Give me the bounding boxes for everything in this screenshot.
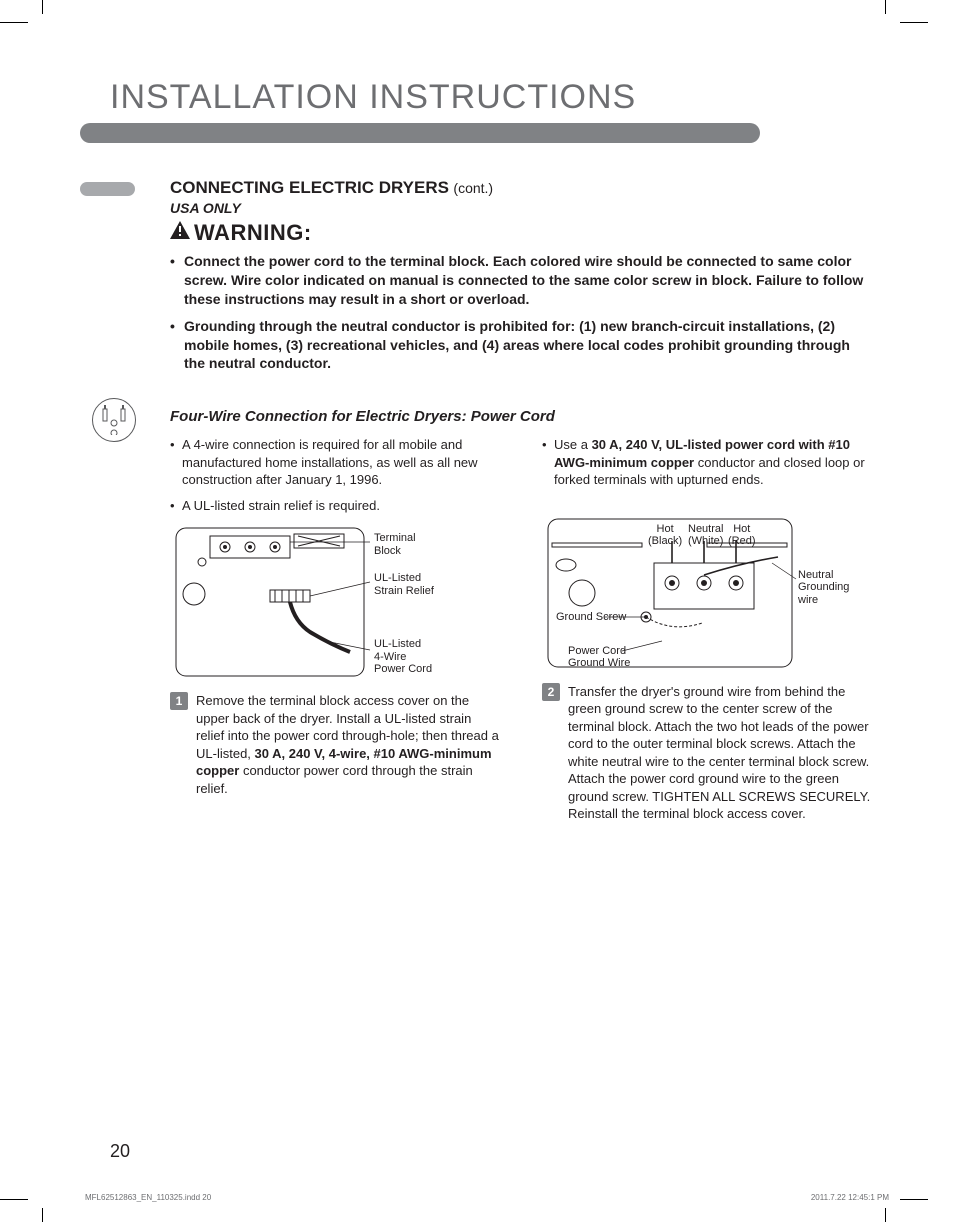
subsection-title: Four-Wire Connection for Electric Dryers…	[170, 408, 555, 425]
section-subheading: USA ONLY	[170, 200, 894, 216]
warning-icon	[170, 221, 190, 245]
step-2: 2 Transfer the dryer's ground wire from …	[542, 683, 874, 823]
step-1: 1 Remove the terminal block access cover…	[170, 692, 502, 797]
page-content: INSTALLATION INSTRUCTIONS CONNECTING ELE…	[80, 60, 894, 1162]
warning-label: WARNING:	[194, 220, 312, 246]
diagram-label: Hot (Black)	[648, 523, 682, 548]
title-accent-bar	[80, 123, 760, 143]
page-title: INSTALLATION INSTRUCTIONS	[110, 78, 894, 117]
two-column-body: A 4-wire connection is required for all …	[170, 436, 874, 823]
warning-bullet: Grounding through the neutral conductor …	[170, 317, 874, 374]
list-item: A 4-wire connection is required for all …	[170, 436, 502, 489]
warning-heading: WARNING:	[170, 220, 894, 246]
step-text: Remove the terminal block access cover o…	[196, 692, 502, 797]
diagram-label: Terminal Block	[374, 532, 416, 557]
diagram-label: Hot (Red)	[728, 523, 756, 548]
warning-bullet: Connect the power cord to the terminal b…	[170, 252, 874, 309]
diagram-label: UL-Listed 4-Wire Power Cord	[374, 638, 432, 676]
footer-filename: MFL62512863_EN_110325.indd 20	[85, 1193, 211, 1202]
section-heading-block: CONNECTING ELECTRIC DRYERS (cont.) USA O…	[170, 178, 894, 381]
diagram-1: Terminal Block UL-Listed Strain Relief U…	[170, 522, 470, 682]
diagram-label: UL-Listed Strain Relief	[374, 572, 434, 597]
col-left: A 4-wire connection is required for all …	[170, 436, 502, 823]
step-number: 1	[170, 692, 188, 710]
bullet-pre: Use a	[554, 437, 592, 452]
list-item: A UL-listed strain relief is required.	[170, 497, 502, 515]
diagram-label: Neutral Grounding wire	[798, 569, 849, 607]
step-number: 2	[542, 683, 560, 701]
plug-icon	[92, 398, 136, 442]
diagram-2: Hot (Black) Neutral (White) Hot (Red) Ne…	[542, 513, 842, 673]
section-accent-pill	[80, 182, 135, 196]
col1-bullets: A 4-wire connection is required for all …	[170, 436, 502, 514]
col-right: Use a 30 A, 240 V, UL-listed power cord …	[542, 436, 874, 823]
page-number: 20	[110, 1141, 130, 1162]
section-heading: CONNECTING ELECTRIC DRYERS	[170, 178, 449, 197]
diagram-label: Neutral (White)	[688, 523, 723, 548]
diagram-label: Ground Screw	[556, 611, 626, 624]
section-heading-cont: (cont.)	[453, 180, 493, 196]
footer-timestamp: 2011.7.22 12:45:1 PM	[811, 1193, 889, 1202]
col2-bullets: Use a 30 A, 240 V, UL-listed power cord …	[542, 436, 874, 489]
diagram-label: Power Cord Ground Wire	[568, 645, 630, 670]
warning-bullets: Connect the power cord to the terminal b…	[170, 252, 894, 373]
step-text: Transfer the dryer's ground wire from be…	[568, 683, 874, 823]
list-item: Use a 30 A, 240 V, UL-listed power cord …	[542, 436, 874, 489]
